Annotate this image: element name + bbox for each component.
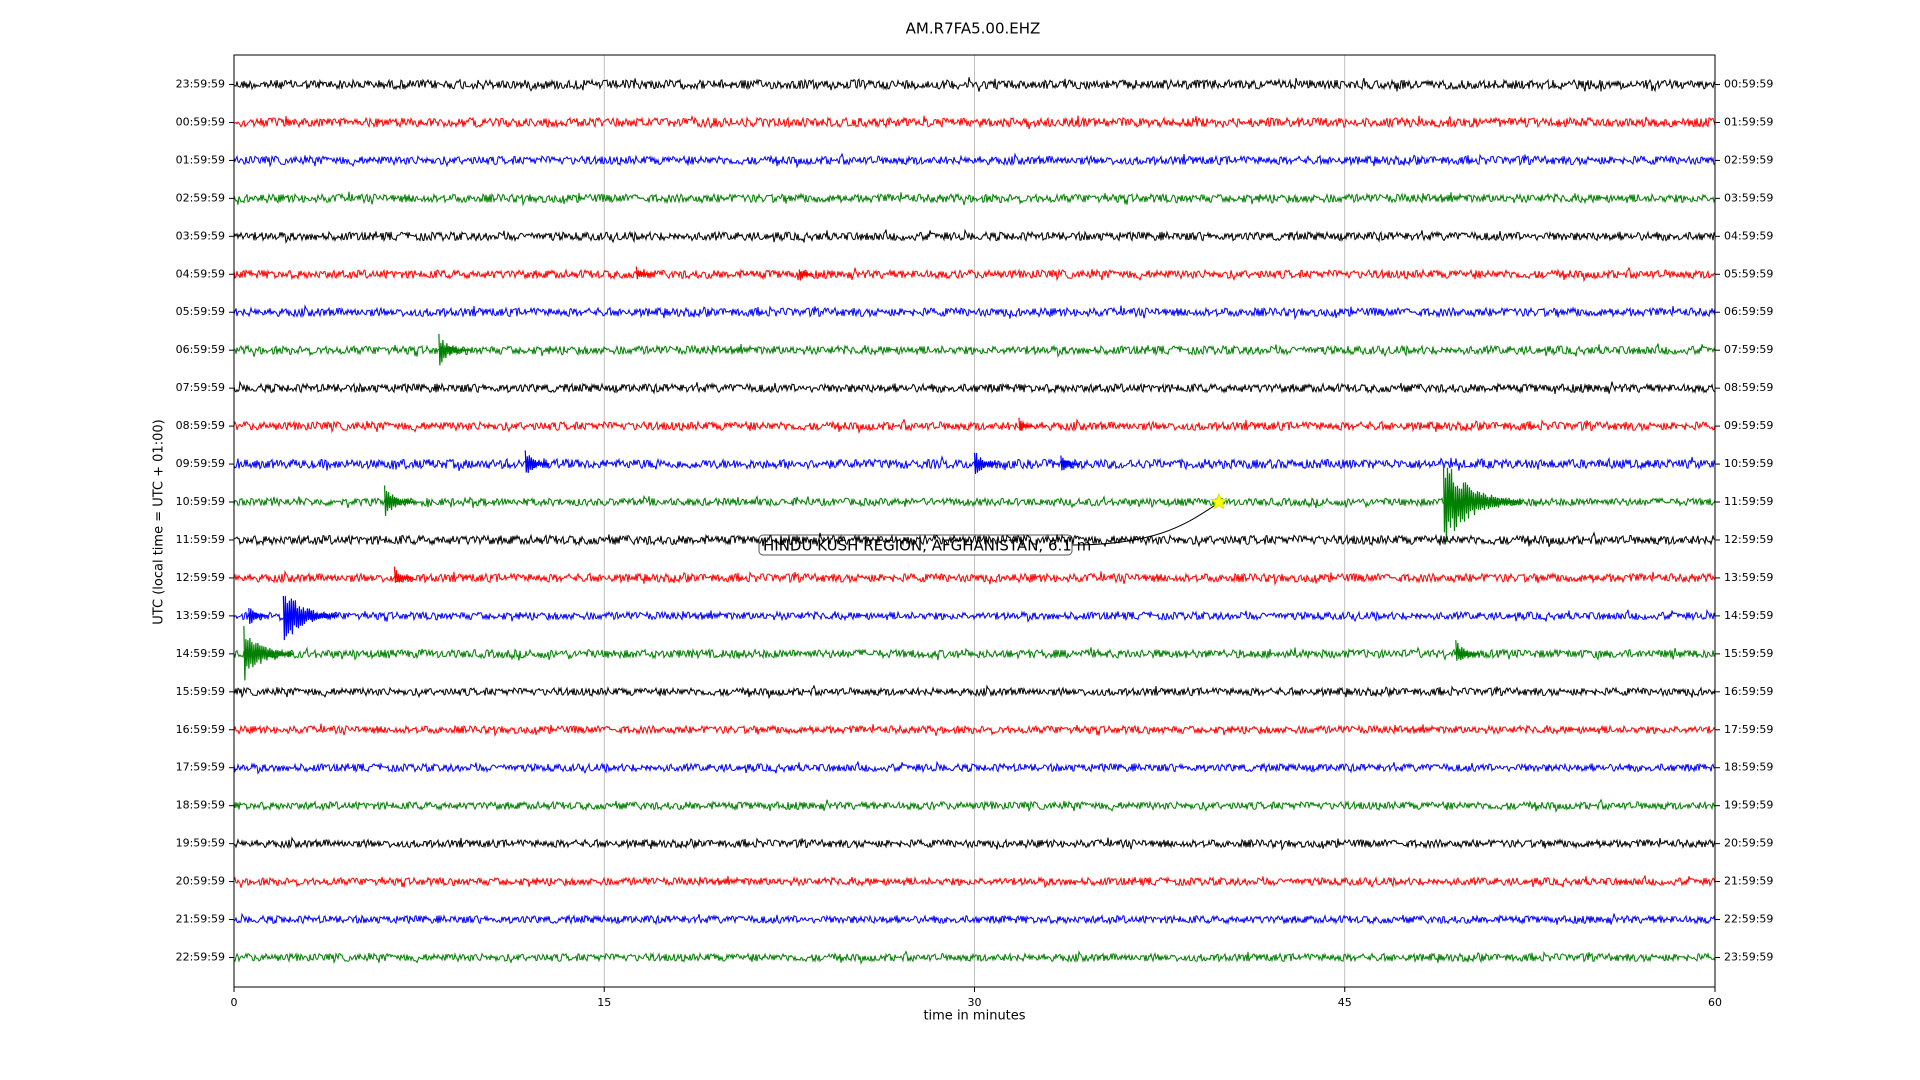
- trace: [233, 114, 1716, 130]
- trace: [233, 77, 1716, 93]
- y-tick-label: 22:59:59: [176, 951, 225, 964]
- trace: [233, 304, 1716, 321]
- trace: [233, 608, 1716, 623]
- y2-tick-label: 21:59:59: [1724, 875, 1773, 888]
- event: [1455, 640, 1481, 661]
- y-tick-label: 17:59:59: [176, 761, 225, 774]
- y2-tick-label: 13:59:59: [1724, 571, 1773, 584]
- y-tick-label: 11:59:59: [176, 533, 225, 546]
- y2-tick-label: 22:59:59: [1724, 913, 1773, 926]
- y2-tick-label: 18:59:59: [1724, 761, 1773, 774]
- trace: [233, 760, 1716, 775]
- trace: [233, 228, 1716, 244]
- y2-tick-label: 15:59:59: [1724, 647, 1773, 660]
- y-tick-label: 16:59:59: [176, 723, 225, 736]
- y2-tick-label: 08:59:59: [1724, 381, 1773, 394]
- event: [524, 450, 550, 473]
- y-tick-label: 10:59:59: [176, 495, 225, 508]
- trace: [233, 531, 1716, 548]
- event: [282, 595, 338, 641]
- y-tick-label: 00:59:59: [176, 115, 225, 128]
- trace: [233, 152, 1716, 169]
- event: [635, 266, 651, 280]
- event: [383, 485, 415, 516]
- event: [1018, 417, 1034, 431]
- y2-tick-label: 07:59:59: [1724, 343, 1773, 356]
- y2-tick-label: 23:59:59: [1724, 951, 1773, 964]
- y2-tick-label: 17:59:59: [1724, 723, 1773, 736]
- y-tick-label: 23:59:59: [176, 78, 225, 91]
- y2-tick-label: 19:59:59: [1724, 799, 1773, 812]
- x-tick-label: 60: [1708, 996, 1722, 1009]
- trace: [233, 418, 1716, 435]
- event: [1060, 455, 1081, 471]
- event: [393, 566, 414, 583]
- y-tick-label: 03:59:59: [176, 229, 225, 242]
- y2-tick-label: 05:59:59: [1724, 267, 1773, 280]
- plot-frame: [233, 54, 1716, 988]
- y2-tick-label: 14:59:59: [1724, 609, 1773, 622]
- x-tick-label: 45: [1338, 996, 1352, 1009]
- trace: [233, 266, 1716, 283]
- y2-tick-label: 01:59:59: [1724, 115, 1773, 128]
- trace: [233, 380, 1716, 395]
- y2-tick-label: 20:59:59: [1724, 837, 1773, 850]
- event: [973, 452, 999, 474]
- y2-tick-label: 10:59:59: [1724, 457, 1773, 470]
- y2-tick-label: 11:59:59: [1724, 495, 1773, 508]
- y2-tick-label: 03:59:59: [1724, 191, 1773, 204]
- trace: [233, 569, 1716, 586]
- x-tick-label: 30: [968, 996, 982, 1009]
- trace: [233, 646, 1716, 661]
- y2-tick-label: 09:59:59: [1724, 419, 1773, 432]
- y-tick-label: 07:59:59: [176, 381, 225, 394]
- y2-tick-label: 12:59:59: [1724, 533, 1773, 546]
- chart-title: AM.R7FA5.00.EHZ: [906, 20, 1041, 38]
- trace: [233, 684, 1716, 700]
- trace: [233, 191, 1716, 207]
- x-tick-label: 15: [597, 996, 611, 1009]
- y2-tick-label: 04:59:59: [1724, 229, 1773, 242]
- y-tick-label: 19:59:59: [176, 837, 225, 850]
- x-tick-label: 0: [231, 996, 238, 1009]
- y2-tick-label: 02:59:59: [1724, 153, 1773, 166]
- y-tick-label: 14:59:59: [176, 647, 225, 660]
- y-tick-label: 13:59:59: [176, 609, 225, 622]
- trace: [233, 798, 1716, 814]
- y-tick-label: 12:59:59: [176, 571, 225, 584]
- y-tick-label: 09:59:59: [176, 457, 225, 470]
- trace: [233, 836, 1716, 852]
- y2-tick-label: 06:59:59: [1724, 305, 1773, 318]
- trace: [233, 875, 1716, 889]
- event: [1442, 462, 1523, 542]
- y2-tick-label: 16:59:59: [1724, 685, 1773, 698]
- event: [243, 626, 294, 681]
- trace: [233, 912, 1716, 926]
- y-tick-label: 21:59:59: [176, 913, 225, 926]
- trace: [233, 723, 1716, 738]
- y-tick-label: 15:59:59: [176, 685, 225, 698]
- y-tick-label: 05:59:59: [176, 305, 225, 318]
- y-tick-label: 02:59:59: [176, 191, 225, 204]
- y-tick-label: 06:59:59: [176, 343, 225, 356]
- event: [798, 269, 814, 281]
- y-tick-label: 04:59:59: [176, 267, 225, 280]
- y-tick-label: 18:59:59: [176, 799, 225, 812]
- trace: [233, 343, 1716, 358]
- event: [438, 333, 469, 366]
- event: [248, 608, 269, 625]
- y-tick-label: 01:59:59: [176, 153, 225, 166]
- y-axis-label: UTC (local time = UTC + 01:00): [152, 419, 167, 624]
- annotation-arrow: [1071, 505, 1215, 546]
- y-tick-label: 20:59:59: [176, 875, 225, 888]
- x-axis-label: time in minutes: [923, 1009, 1025, 1024]
- y-tick-label: 08:59:59: [176, 419, 225, 432]
- event-star: [1210, 492, 1228, 510]
- y2-tick-label: 00:59:59: [1724, 78, 1773, 91]
- trace: [233, 950, 1716, 965]
